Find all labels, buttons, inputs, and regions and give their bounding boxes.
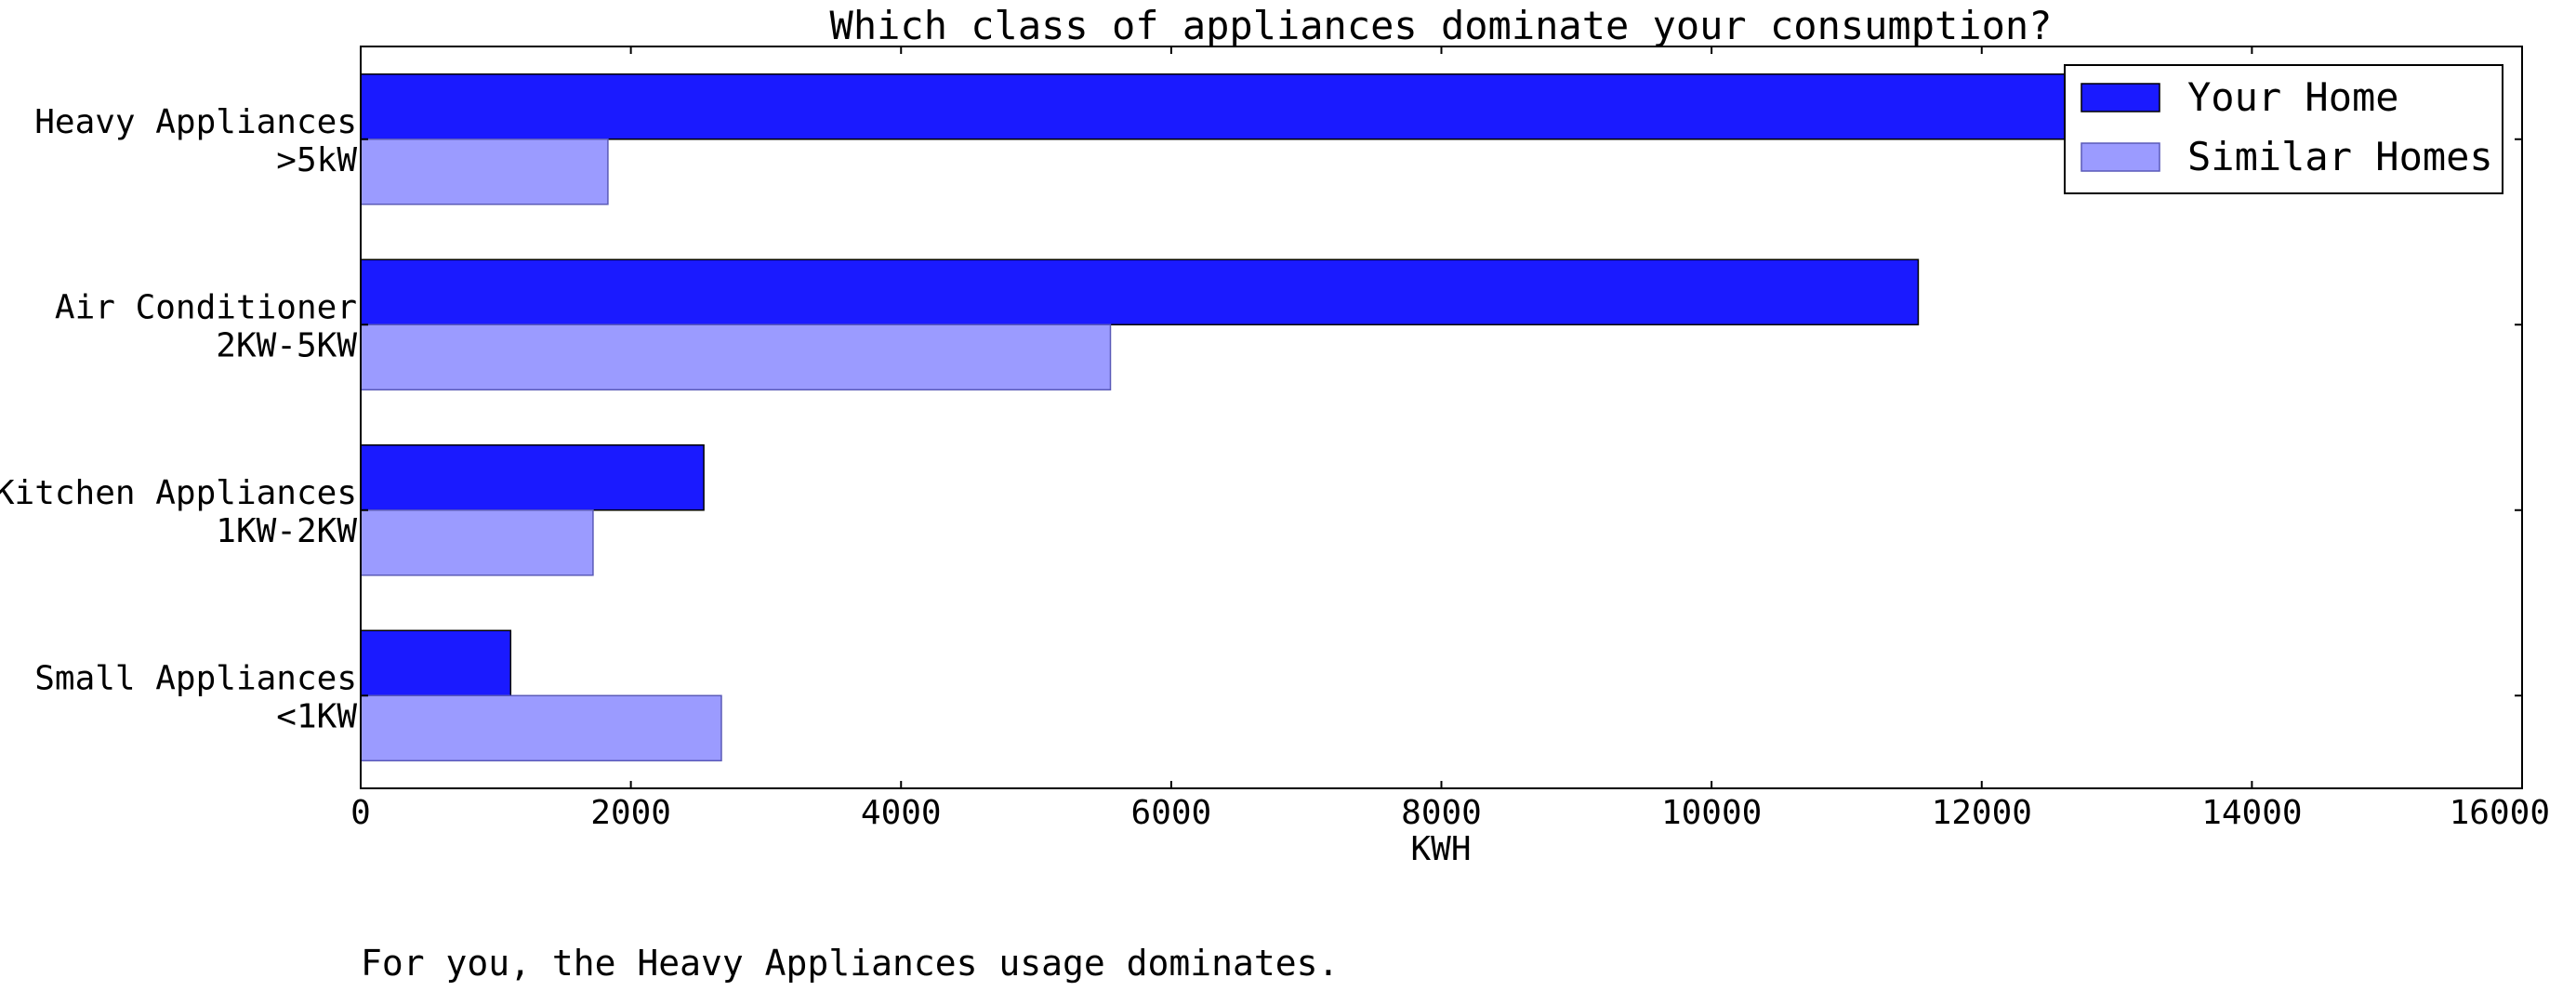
y-tick-label-line: 2KW-5KW [216, 326, 357, 364]
chart-title: Which class of appliances dominate your … [830, 3, 2053, 48]
x-tick-label-5: 10000 [1661, 794, 1762, 832]
bar-your-home-3 [361, 629, 512, 696]
bar-your-home-2 [361, 444, 705, 511]
legend-swatch-0 [2081, 83, 2160, 112]
y-tick-label-line: <1KW [276, 697, 357, 735]
x-axis-label: KWH [1410, 830, 1471, 868]
y-tick-label-line: 1KW-2KW [216, 512, 357, 550]
legend-label-1: Similar Homes [2187, 134, 2493, 179]
y-tick-label-line: >5kW [276, 141, 357, 179]
bar-similar-homes-3 [361, 694, 722, 761]
x-tick-label-1: 2000 [590, 794, 671, 832]
x-tick-label-0: 0 [350, 794, 371, 832]
bar-similar-homes-0 [361, 139, 609, 205]
x-tick-label-8: 16000 [2450, 794, 2550, 832]
legend-label-0: Your Home [2187, 74, 2399, 120]
summary-caption: For you, the Heavy Appliances usage domi… [361, 943, 1340, 984]
legend-swatch-1 [2081, 142, 2160, 172]
bar-your-home-0 [361, 73, 2186, 140]
y-tick-label-line: Air Conditioner [55, 288, 357, 326]
y-tick-label-1: Air Conditioner 2KW-5KW [55, 288, 357, 364]
y-tick-label-3: Small Appliances <1KW [34, 659, 357, 735]
x-tick-label-2: 4000 [861, 794, 942, 832]
x-tick-label-7: 14000 [2201, 794, 2302, 832]
y-tick-label-line: Small Appliances [34, 659, 357, 697]
y-tick-label-line: Heavy Appliances [34, 103, 357, 141]
bar-your-home-1 [361, 258, 1920, 325]
x-tick-label-3: 6000 [1131, 794, 1212, 832]
x-tick-label-4: 8000 [1401, 794, 1482, 832]
bar-similar-homes-2 [361, 509, 594, 576]
y-tick-label-2: Kitchen Appliances 1KW-2KW [0, 474, 357, 550]
bar-similar-homes-1 [361, 324, 1112, 390]
y-tick-label-line: Kitchen Appliances [0, 474, 357, 512]
x-tick-label-6: 12000 [1932, 794, 2032, 832]
y-tick-label-0: Heavy Appliances >5kW [34, 103, 357, 179]
legend: Your Home Similar Homes [2064, 64, 2503, 194]
